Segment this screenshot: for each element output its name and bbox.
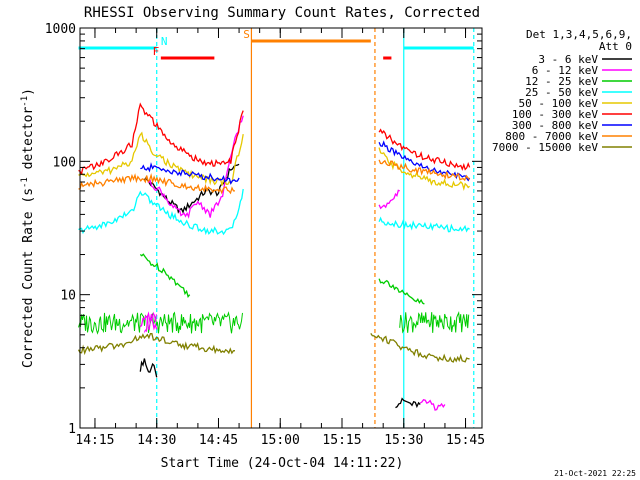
footer-date: 21-Oct-2021 22:25: [554, 469, 636, 478]
series-line: [378, 140, 471, 182]
legend-entry-label: 50 - 100 keV: [519, 97, 599, 110]
y-tick-label: 100: [53, 155, 76, 170]
series-line: [77, 333, 236, 356]
series-line: [78, 131, 244, 186]
legend-entry-label: 300 - 800 keV: [512, 119, 598, 132]
legend-header-line2: Att 0: [599, 40, 632, 53]
series-line: [378, 189, 400, 210]
x-axis-label: Start Time (24-Oct-04 14:11:22): [161, 456, 404, 471]
y-axis-label: Corrected Count Rate (s-1 detector-1): [20, 88, 36, 368]
shaded-segments: [78, 310, 470, 335]
legend-entry-label: 100 - 300 keV: [512, 108, 598, 121]
flag-bars: NF S: [78, 28, 474, 60]
series-line: [139, 358, 158, 378]
series-lines: [77, 102, 471, 411]
x-tick-label: 14:45: [199, 433, 238, 448]
x-tick-label: 15:45: [446, 433, 485, 448]
legend-entry-label: 25 - 50 keV: [525, 86, 598, 99]
flag-bar-label: N: [161, 35, 168, 48]
series-line: [378, 128, 471, 171]
series-line: [378, 147, 471, 192]
x-tick-label: 14:15: [75, 433, 114, 448]
series-line: [147, 115, 244, 219]
flag-bar-label: S: [243, 28, 250, 41]
series-line: [419, 398, 446, 411]
legend-entry-label: 6 - 12 keV: [532, 64, 599, 77]
legend-entry-label: 800 - 7000 keV: [505, 130, 598, 143]
flag-lines: [156, 28, 475, 428]
x-tick-label: 15:30: [384, 433, 423, 448]
y-axis-ticks: 1 10 100 1000: [45, 22, 482, 437]
legend-entry-label: 7000 - 15000 keV: [492, 141, 598, 154]
x-tick-label: 14:30: [137, 433, 176, 448]
x-tick-label: 15:00: [261, 433, 300, 448]
shaded-segment: [143, 311, 157, 333]
legend-entry-label: 3 - 6 keV: [538, 53, 598, 66]
series-line: [140, 162, 240, 185]
legend-header-line1: Det 1,3,4,5,6,9,: [526, 28, 632, 41]
legend-entry-label: 12 - 25 keV: [525, 75, 598, 88]
shaded-segment: [78, 311, 243, 335]
series-line: [78, 102, 244, 176]
shaded-segment: [399, 310, 470, 334]
series-line: [139, 311, 158, 331]
x-axis-ticks: 14:15 14:30 14:45 15:00 15:15 15:30 15:45: [75, 28, 485, 448]
y-tick-label: 10: [60, 289, 76, 304]
flag-bar-label: F: [153, 45, 160, 58]
series-line: [370, 333, 470, 363]
series-line: [378, 159, 471, 182]
y-tick-label: 1000: [45, 22, 76, 37]
series-line: [78, 188, 244, 236]
series-line: [378, 278, 425, 305]
series-line: [395, 397, 421, 409]
plot-frame: [79, 27, 483, 429]
series-line: [378, 216, 470, 233]
y-tick-label: 1: [68, 422, 76, 437]
series-line: [139, 253, 191, 298]
series-line: [78, 173, 235, 195]
x-tick-label: 15:15: [322, 433, 361, 448]
chart-title: RHESSI Observing Summary Count Rates, Co…: [84, 5, 480, 21]
